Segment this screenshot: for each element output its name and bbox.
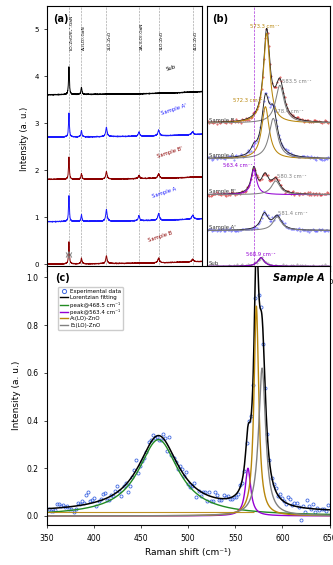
peak@563.4 cm⁻¹: [176, 512, 180, 519]
Text: Sample A: Sample A: [273, 273, 325, 283]
Text: LO-ZnO/E₂¹-GaN: LO-ZnO/E₂¹-GaN: [70, 15, 74, 50]
peak@468.5 cm⁻¹: [78, 506, 82, 512]
Line: E₁(LO)-ZnO: E₁(LO)-ZnO: [47, 368, 330, 516]
peak@468.5 cm⁻¹: [165, 444, 169, 451]
Text: 583.5 cm⁻¹: 583.5 cm⁻¹: [282, 79, 311, 84]
Text: Sample B': Sample B': [157, 146, 183, 159]
Experimental data: [205, 498, 209, 505]
Text: Sample B: Sample B: [147, 231, 173, 244]
E₁(LO)-ZnO: [45, 512, 49, 519]
Text: 2LO-ZnO: 2LO-ZnO: [107, 31, 111, 50]
Lorentzian fitting: [67, 503, 71, 510]
Line: Experimental data: Experimental data: [47, 239, 329, 521]
peak@468.5 cm⁻¹: [157, 436, 161, 443]
Text: 563.4 cm⁻¹: 563.4 cm⁻¹: [222, 163, 252, 168]
A₁(LO)-ZnO: [328, 512, 332, 519]
E₁(LO)-ZnO: [260, 364, 264, 371]
Text: 2A₁(LO)-GaN: 2A₁(LO)-GaN: [140, 23, 144, 50]
Lorentzian fitting: [255, 235, 259, 242]
Text: A₁(LO)-GaN: A₁(LO)-GaN: [82, 25, 86, 50]
Text: 4LO-ZnO: 4LO-ZnO: [193, 31, 197, 50]
Experimental data: [299, 516, 303, 523]
Text: 573.3 cm⁻¹: 573.3 cm⁻¹: [250, 24, 280, 29]
peak@563.4 cm⁻¹: [165, 512, 169, 519]
peak@563.4 cm⁻¹: [246, 465, 250, 472]
peak@563.4 cm⁻¹: [67, 512, 71, 519]
Line: A₁(LO)-ZnO: A₁(LO)-ZnO: [47, 306, 330, 516]
Experimental data: [290, 502, 294, 509]
peak@563.4 cm⁻¹: [328, 512, 332, 519]
Text: 3LO-ZnO: 3LO-ZnO: [160, 31, 164, 50]
peak@468.5 cm⁻¹: [328, 511, 332, 518]
Text: Sample A: Sample A: [152, 187, 177, 199]
Text: Sample A: Sample A: [209, 154, 234, 159]
A₁(LO)-ZnO: [45, 512, 49, 519]
Text: Sub: Sub: [209, 261, 219, 266]
Text: (a): (a): [53, 14, 68, 24]
Y-axis label: Intensity (a. u.): Intensity (a. u.): [20, 106, 29, 171]
Text: (c): (c): [55, 273, 70, 283]
X-axis label: Raman shift (cm⁻¹): Raman shift (cm⁻¹): [145, 549, 231, 557]
Lorentzian fitting: [78, 502, 82, 509]
E₁(LO)-ZnO: [170, 512, 174, 519]
Legend: Experimental data, Lorentzian fitting, peak@468.5 cm⁻¹, peak@563.4 cm⁻¹, A₁(LO)-: Experimental data, Lorentzian fitting, p…: [58, 286, 124, 330]
Text: Sample B: Sample B: [209, 118, 234, 123]
E₁(LO)-ZnO: [165, 512, 169, 519]
Experimental data: [311, 500, 315, 507]
peak@468.5 cm⁻¹: [206, 497, 210, 504]
Experimental data: [247, 418, 251, 425]
Text: Sample B': Sample B': [209, 189, 235, 194]
Text: Sub: Sub: [166, 64, 176, 72]
X-axis label: Raman shift (cm⁻¹): Raman shift (cm⁻¹): [84, 290, 164, 299]
Lorentzian fitting: [170, 451, 174, 458]
Text: (b): (b): [212, 14, 228, 24]
peak@468.5 cm⁻¹: [67, 507, 71, 514]
Experimental data: [326, 502, 330, 509]
A₁(LO)-ZnO: [170, 512, 174, 519]
Y-axis label: Intensity (a. u.): Intensity (a. u.): [12, 361, 21, 430]
E₁(LO)-ZnO: [67, 512, 71, 519]
peak@468.5 cm⁻¹: [176, 466, 180, 472]
peak@468.5 cm⁻¹: [45, 509, 49, 516]
E₁(LO)-ZnO: [328, 512, 332, 519]
A₁(LO)-ZnO: [206, 512, 210, 519]
E₁(LO)-ZnO: [206, 512, 210, 519]
Text: 581.4 cm⁻¹: 581.4 cm⁻¹: [278, 211, 308, 215]
X-axis label: Raman shift (cm⁻¹): Raman shift (cm⁻¹): [228, 290, 308, 299]
E₁(LO)-ZnO: [176, 512, 180, 519]
Text: 568.9 cm⁻¹: 568.9 cm⁻¹: [246, 251, 276, 257]
Experimental data: [47, 505, 51, 512]
Experimental data: [194, 493, 198, 500]
Lorentzian fitting: [165, 440, 169, 447]
Experimental data: [111, 493, 115, 499]
peak@563.4 cm⁻¹: [170, 512, 174, 519]
Text: 572.3 cm⁻¹: 572.3 cm⁻¹: [233, 98, 262, 103]
A₁(LO)-ZnO: [67, 512, 71, 519]
Lorentzian fitting: [206, 492, 210, 499]
peak@563.4 cm⁻¹: [45, 512, 49, 519]
Text: 580.3 cm⁻¹: 580.3 cm⁻¹: [277, 175, 306, 180]
Text: Sample A': Sample A': [209, 225, 235, 230]
Line: Lorentzian fitting: Lorentzian fitting: [47, 238, 330, 510]
Line: peak@563.4 cm⁻¹: peak@563.4 cm⁻¹: [47, 468, 330, 516]
peak@563.4 cm⁻¹: [206, 512, 210, 519]
A₁(LO)-ZnO: [165, 512, 169, 519]
Text: 578.4 cm⁻¹: 578.4 cm⁻¹: [274, 110, 304, 115]
Text: Sample A': Sample A': [161, 103, 188, 116]
Line: peak@468.5 cm⁻¹: peak@468.5 cm⁻¹: [47, 440, 330, 514]
Lorentzian fitting: [328, 506, 332, 513]
peak@563.4 cm⁻¹: [78, 512, 82, 519]
A₁(LO)-ZnO: [176, 512, 180, 519]
Experimental data: [255, 237, 259, 244]
A₁(LO)-ZnO: [254, 303, 258, 310]
peak@468.5 cm⁻¹: [171, 455, 175, 462]
Lorentzian fitting: [176, 461, 180, 468]
E₁(LO)-ZnO: [78, 512, 82, 519]
A₁(LO)-ZnO: [78, 512, 82, 519]
Lorentzian fitting: [45, 505, 49, 512]
